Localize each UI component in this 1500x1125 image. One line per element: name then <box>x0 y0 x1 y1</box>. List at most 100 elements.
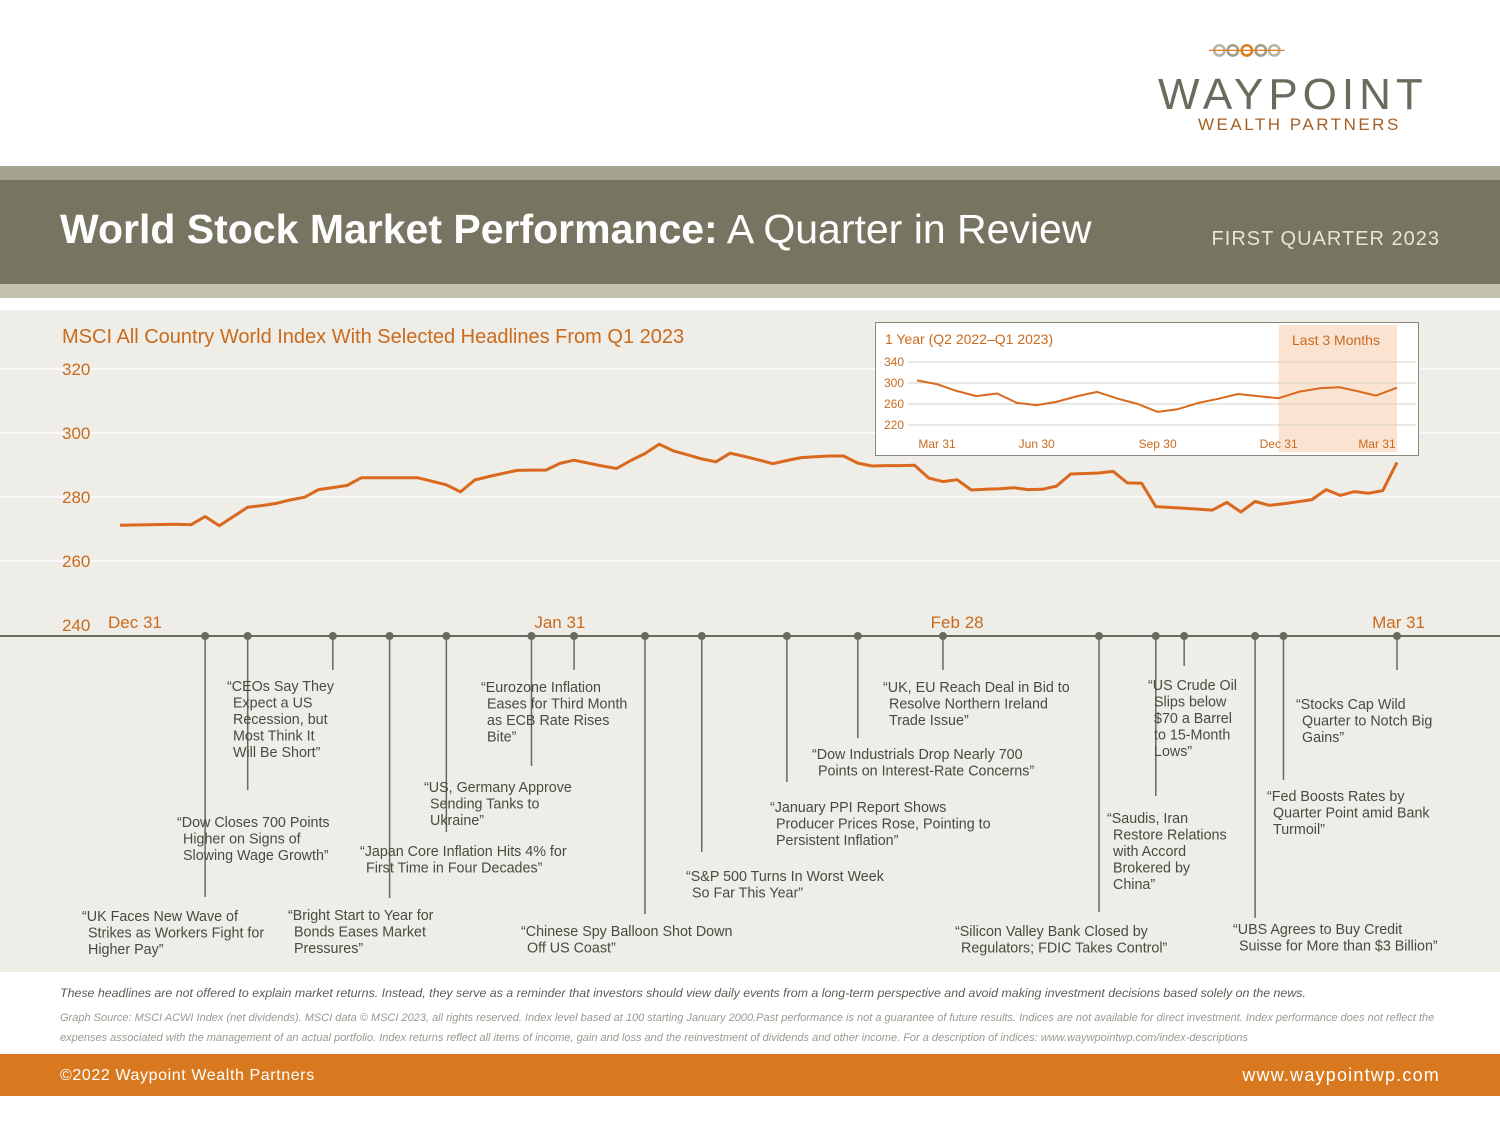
headline-line: “Dow Industrials Drop Nearly 700 <box>812 747 1023 763</box>
headline-line: Pressures” <box>294 941 363 957</box>
headline-line: Brokered by <box>1113 861 1191 877</box>
headline-text: “Japan Core Inflation Hits 4% for First T… <box>360 844 567 877</box>
headline-line: First Time in Four Decades” <box>366 861 543 877</box>
headline-line: Slips below <box>1154 695 1227 711</box>
headline-line: Quarter Point amid Bank <box>1273 806 1430 822</box>
x-tick-label: Jan 31 <box>534 613 585 632</box>
headline-text: “Stocks Cap Wild Quarter to Notch Big Gain… <box>1296 697 1432 746</box>
y-tick-label: 240 <box>62 616 90 635</box>
headline-line: “US Crude Oil <box>1148 678 1237 694</box>
y-tick-label: 300 <box>62 424 90 443</box>
y-tick-label: 280 <box>62 488 90 507</box>
inset-y-tick-label: 300 <box>884 376 904 390</box>
headline-line: “UBS Agrees to Buy Credit <box>1233 922 1402 938</box>
inset-series-line <box>916 379 1398 413</box>
headline-text: “S&P 500 Turns In Worst Week So Far This … <box>686 869 885 902</box>
headline-line: China” <box>1113 877 1155 893</box>
inset-x-tick-label: Sep 30 <box>1139 437 1177 451</box>
quarter-label: FIRST QUARTER 2023 <box>1211 228 1440 250</box>
headline-marker <box>1251 632 1260 640</box>
headline-line: Higher on Signs of <box>183 832 301 848</box>
x-tick-label: Dec 31 <box>108 613 162 632</box>
title-band-bottom-stripe <box>0 284 1500 298</box>
headline-line: Gains” <box>1302 730 1344 746</box>
headline-line: Strikes as Workers Fight for <box>88 926 264 942</box>
brand-name: WAYPOINT <box>1158 70 1428 119</box>
disclaimer-text: These headlines are not offered to expla… <box>60 986 1306 1000</box>
inset-x-tick-label: Mar 31 <box>1358 437 1396 451</box>
inset-x-tick-label: Jun 30 <box>1019 437 1055 451</box>
headline-marker <box>853 632 862 640</box>
headline-marker <box>1393 632 1401 640</box>
headline-line: “Silicon Valley Bank Closed by <box>955 924 1149 940</box>
y-tick-label: 320 <box>62 360 90 379</box>
headline-line: Persistent Inflation” <box>776 833 899 849</box>
inset-y-tick-label: 260 <box>884 397 904 411</box>
footer-bar <box>0 1054 1500 1096</box>
headline-text: “Saudis, Iran Restore Relations with Accor… <box>1107 811 1227 893</box>
headline-line: So Far This Year” <box>692 886 803 902</box>
waypoint-logo-mark <box>1209 43 1285 57</box>
inset-chart-title: 1 Year (Q2 2022–Q1 2023) <box>885 331 1054 347</box>
headline-line: Recession, but <box>233 712 328 728</box>
headline-text: “Fed Boosts Rates by Quarter Point amid B… <box>1267 789 1430 838</box>
title-band <box>0 180 1500 284</box>
headline-line: Will Be Short” <box>233 745 321 761</box>
headline-text: “CEOs Say They Expect a US Recession, but M… <box>227 679 335 761</box>
headline-line: as ECB Rate Rises <box>487 713 609 729</box>
headline-line: Most Think It <box>233 729 315 745</box>
headline-marker <box>328 632 337 640</box>
headline-line: Restore Relations <box>1113 828 1227 844</box>
headline-text: “Bright Start to Year for Bonds Eases Mar… <box>288 908 434 957</box>
headline-text: “UK, EU Reach Deal in Bid to Resolve Nort… <box>883 680 1070 729</box>
headline-marker <box>1180 632 1189 640</box>
headline-line: $70 a Barrel <box>1154 711 1232 727</box>
headline-line: Resolve Northern Ireland <box>889 697 1048 713</box>
headline-line: “Stocks Cap Wild <box>1296 697 1406 713</box>
headline-marker <box>782 632 791 640</box>
page-title: World Stock Market Performance: A Quarte… <box>60 206 1091 253</box>
headline-text: “UBS Agrees to Buy Credit Suisse for More… <box>1233 922 1438 955</box>
headline-line: Sending Tanks to <box>430 797 539 813</box>
inset-highlight-label: Last 3 Months <box>1292 332 1380 348</box>
headline-line: “UK, EU Reach Deal in Bid to <box>883 680 1070 696</box>
headline-text: “US, Germany Approve Sending Tanks to Ukra… <box>424 780 572 829</box>
x-tick-label: Mar 31 <box>1372 613 1425 632</box>
headline-text: “Chinese Spy Balloon Shot Down Off US Coa… <box>521 924 732 957</box>
headline-line: “S&P 500 Turns In Worst Week <box>686 869 885 885</box>
headline-text: “January PPI Report Shows Producer Prices… <box>770 800 991 849</box>
source-text: Graph Source: MSCI ACWI Index (net divid… <box>60 1012 1435 1044</box>
headline-line: “Fed Boosts Rates by <box>1267 789 1405 805</box>
headline-marker <box>243 632 252 640</box>
headline-marker <box>1279 632 1288 640</box>
chart-title: MSCI All Country World Index With Select… <box>62 326 685 348</box>
headline-marker <box>697 632 706 640</box>
headline-marker <box>1151 632 1160 640</box>
headline-line: Quarter to Notch Big <box>1302 714 1432 730</box>
inset-x-tick-label: Mar 31 <box>918 437 956 451</box>
headline-line: Lows” <box>1154 744 1192 760</box>
headline-line: Bonds Eases Market <box>294 925 426 941</box>
headline-line: “Bright Start to Year for <box>288 908 434 924</box>
footer-website-link[interactable]: www.waypointwp.com <box>1242 1065 1440 1085</box>
x-tick-label: Feb 28 <box>931 613 984 632</box>
headline-marker <box>201 632 210 640</box>
headline-line: “Japan Core Inflation Hits 4% for <box>360 844 567 860</box>
headline-text: “Eurozone Inflation Eases for Third Month… <box>481 680 627 746</box>
headline-line: Points on Interest-Rate Concerns” <box>818 764 1034 780</box>
headline-text: “US Crude Oil Slips below $70 a Barrel to 1… <box>1148 678 1237 760</box>
y-tick-label: 260 <box>62 552 90 571</box>
index-series-line <box>119 442 1399 528</box>
headline-line: to 15-Month <box>1154 728 1230 744</box>
headline-line: with Accord <box>1112 844 1186 860</box>
headline-marker <box>938 632 947 640</box>
headline-line: Slowing Wage Growth” <box>183 848 329 864</box>
headline-line: “UK Faces New Wave of <box>82 909 238 925</box>
headline-text: “UK Faces New Wave of Strikes as Workers … <box>82 909 264 958</box>
headline-line: Off US Coast” <box>527 941 616 957</box>
headline-marker <box>640 632 649 640</box>
headline-text: “Dow Closes 700 Points Higher on Signs of… <box>177 815 330 864</box>
headline-line: Expect a US <box>233 696 312 712</box>
